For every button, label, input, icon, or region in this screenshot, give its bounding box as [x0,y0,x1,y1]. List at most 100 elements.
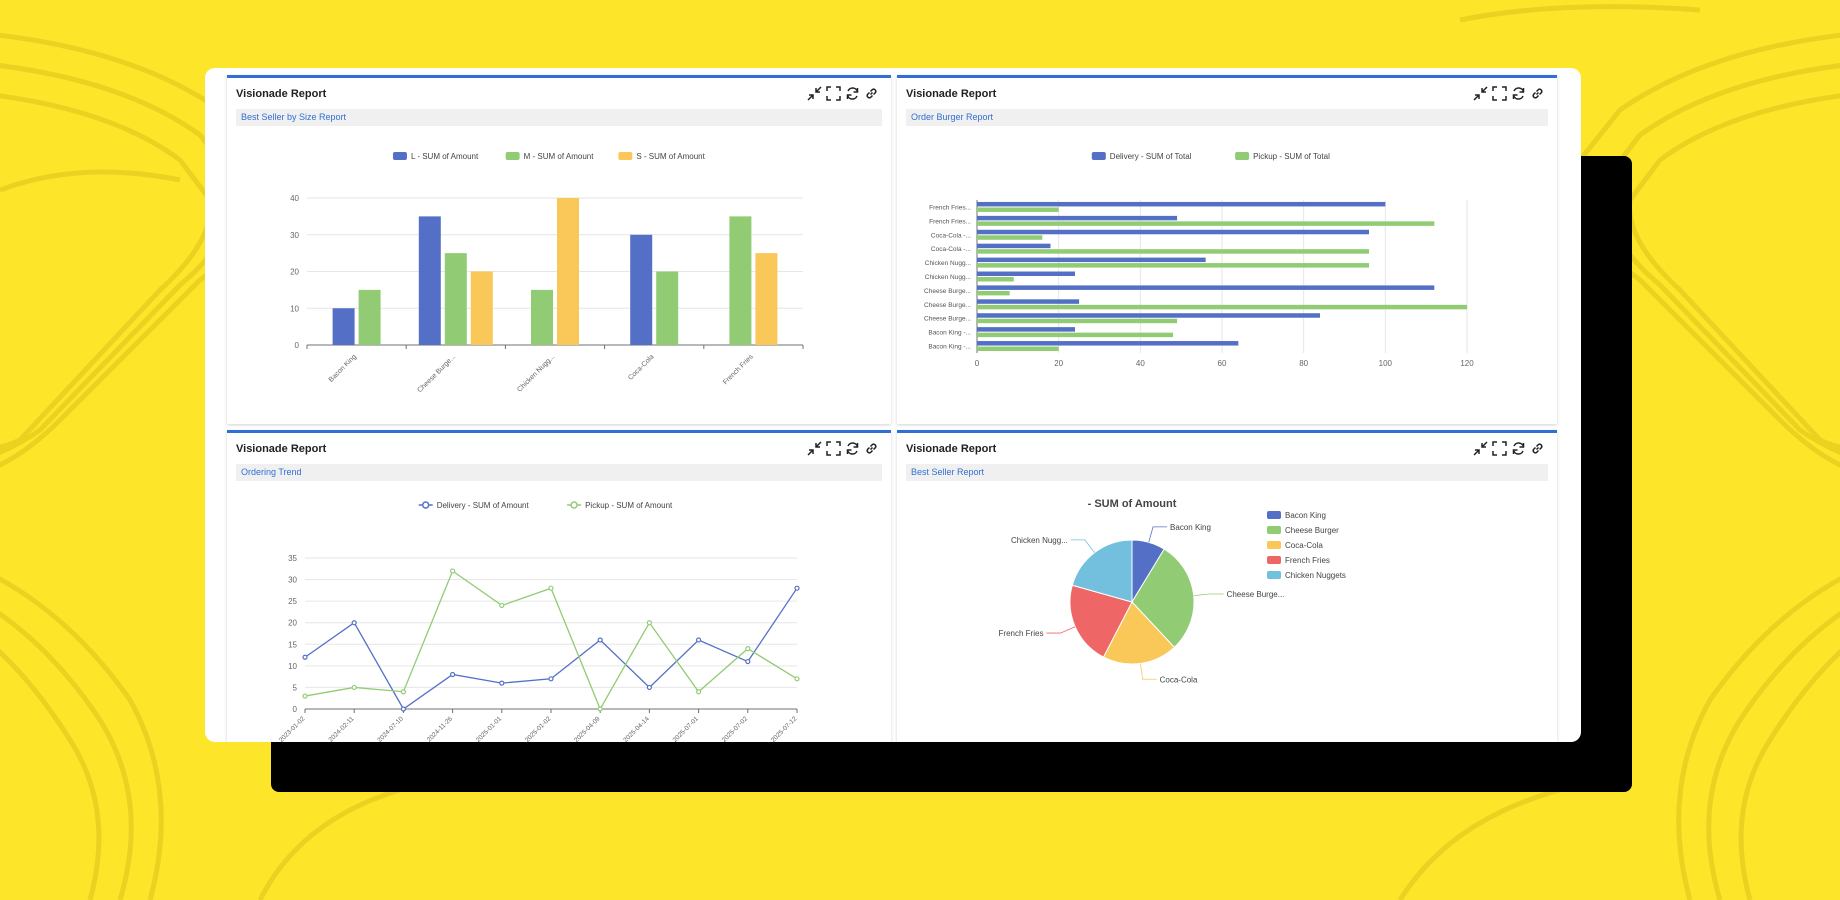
panel-title: Visionade Report [906,443,997,455]
data-point [794,585,800,591]
x-tick-label: 2025-01-01 [475,715,504,742]
x-tick-label: Bacon King [328,353,358,383]
y-tick-label: 0 [295,341,300,350]
refresh-icon[interactable] [845,86,860,101]
bar [977,277,1014,282]
chart-title: - SUM of Amount [1088,498,1177,510]
slice-label: Coca-Cola [1160,675,1198,684]
y-tick-label: 15 [288,640,297,649]
report-link[interactable]: Best Seller by Size Report [241,112,347,122]
collapse-icon[interactable] [807,86,822,101]
x-tick-label: 100 [1379,359,1393,368]
legend-swatch [1267,511,1281,519]
collapse-icon[interactable] [1473,441,1488,456]
bar [977,332,1173,338]
pie-slice [1131,548,1195,649]
panel-tools [807,86,879,101]
y-tick-label: French Fries... [929,204,971,211]
bar [977,263,1369,268]
y-tick-label: Chicken Nugg... [925,260,971,267]
bar [531,289,553,345]
fullscreen-icon[interactable] [1492,441,1507,456]
bar [977,318,1178,324]
bar [418,216,441,345]
bar [977,215,1178,221]
x-tick-label: 120 [1460,359,1474,368]
report-name-bar: Best Seller Report [906,464,1548,481]
data-point [597,706,603,712]
bar [656,271,679,345]
link-icon[interactable] [864,86,879,101]
x-tick-label: 40 [1136,359,1145,368]
report-name-bar: Ordering Trend [236,464,882,481]
link-icon[interactable] [1530,86,1545,101]
collapse-icon[interactable] [1473,86,1488,101]
legend-label: Coca-Cola [1285,541,1323,550]
legend-label: Delivery - SUM of Amount [437,501,530,510]
bar [977,327,1075,332]
panel-header: Visionade Report [236,441,879,459]
fullscreen-icon[interactable] [1492,86,1507,101]
bar [444,253,467,345]
panel-tools [1473,86,1545,101]
data-point [450,568,456,574]
bar-chart: L - SUM of Amount M - SUM of Amount S - SU… [290,152,804,394]
data-point [745,658,751,665]
data-point [499,602,505,609]
legend-swatch [1267,571,1281,579]
collapse-icon[interactable] [807,441,822,456]
data-point [597,637,603,643]
legend-label: Pickup - SUM of Amount [585,501,673,510]
bar [977,285,1435,290]
data-point [450,671,456,678]
x-tick-label: 2025-07-02 [721,715,750,742]
x-tick-label: 2024-02-11 [327,715,355,742]
report-link[interactable]: Ordering Trend [241,467,302,477]
panel-header: Visionade Report [236,86,879,104]
data-point [351,620,357,626]
x-tick-label: 60 [1218,359,1227,368]
bar [977,243,1051,249]
panel-tools [807,441,879,456]
bar [470,271,493,345]
refresh-icon[interactable] [1511,86,1526,101]
report-name-bar: Best Seller by Size Report [236,109,882,126]
pie-chart-panel: Visionade Report Best Seller Report - SU… [897,430,1557,742]
legend-label: Bacon King [1285,511,1326,520]
y-tick-label: Cheese Burge... [924,316,971,323]
legend-label: L - SUM of Amount [411,152,479,161]
panel-title: Visionade Report [236,88,327,100]
legend-marker [570,501,578,509]
slice-label: Cheese Burge... [1227,590,1285,599]
legend-swatch [392,152,407,160]
refresh-icon[interactable] [1511,441,1526,456]
link-icon[interactable] [864,441,879,456]
link-icon[interactable] [1530,441,1545,456]
bar [977,221,1435,226]
pie-slice [1102,601,1176,665]
x-tick-label: 2025-04-14 [622,715,651,742]
fullscreen-icon[interactable] [826,86,841,101]
legend-label: M - SUM of Amount [524,152,595,161]
horizontal-bar-panel: Visionade Report Order Burger Report Del… [897,75,1557,424]
bar [977,346,1059,352]
y-tick-label: Cheese Burge... [924,288,971,295]
data-point [400,706,406,712]
y-tick-label: 5 [293,683,298,692]
refresh-icon[interactable] [845,441,860,456]
legend-swatch [618,152,633,160]
legend-label: French Fries [1285,556,1330,565]
report-link[interactable]: Order Burger Report [911,112,994,122]
legend-swatch [1267,541,1281,549]
legend-swatch [1267,556,1281,564]
report-link[interactable]: Best Seller Report [911,467,985,477]
label-line [1140,663,1157,680]
bar [977,341,1239,346]
pie-slice [1069,584,1133,658]
bar [630,234,653,345]
series-line [304,587,798,710]
legend-label: Cheese Burger [1285,526,1339,535]
fullscreen-icon[interactable] [826,441,841,456]
x-tick-label: 2024-07-10 [376,715,405,742]
